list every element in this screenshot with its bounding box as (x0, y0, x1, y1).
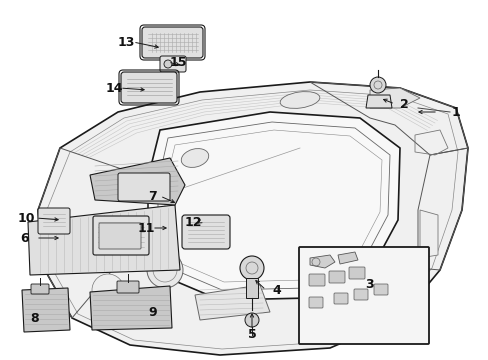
Text: 5: 5 (247, 328, 256, 342)
FancyBboxPatch shape (348, 267, 364, 279)
FancyBboxPatch shape (117, 281, 139, 293)
Polygon shape (419, 210, 437, 258)
Polygon shape (28, 205, 180, 275)
Circle shape (92, 274, 124, 306)
FancyBboxPatch shape (182, 215, 229, 249)
Polygon shape (309, 255, 334, 268)
Polygon shape (369, 88, 419, 108)
Text: 14: 14 (106, 81, 123, 94)
FancyBboxPatch shape (38, 208, 70, 234)
FancyBboxPatch shape (308, 297, 323, 308)
FancyBboxPatch shape (353, 289, 367, 300)
Text: 8: 8 (31, 311, 39, 324)
Polygon shape (22, 288, 70, 332)
Text: 6: 6 (20, 231, 29, 244)
FancyBboxPatch shape (31, 284, 49, 294)
Polygon shape (148, 112, 399, 300)
FancyBboxPatch shape (93, 216, 149, 255)
Text: 12: 12 (184, 216, 202, 229)
Polygon shape (90, 286, 172, 330)
FancyBboxPatch shape (142, 27, 203, 58)
FancyBboxPatch shape (160, 56, 185, 72)
FancyBboxPatch shape (118, 173, 170, 201)
FancyBboxPatch shape (328, 271, 345, 283)
Circle shape (369, 77, 385, 93)
Text: 1: 1 (451, 105, 460, 118)
Text: 9: 9 (148, 306, 156, 320)
Circle shape (244, 313, 259, 327)
FancyBboxPatch shape (99, 223, 141, 249)
FancyBboxPatch shape (298, 247, 428, 344)
Text: 4: 4 (271, 284, 280, 297)
Circle shape (147, 252, 183, 288)
Text: 7: 7 (148, 189, 157, 202)
FancyBboxPatch shape (308, 274, 325, 286)
Text: 3: 3 (365, 279, 373, 292)
Polygon shape (90, 158, 184, 205)
Text: 13: 13 (118, 36, 135, 49)
FancyBboxPatch shape (333, 293, 347, 304)
Polygon shape (38, 82, 467, 355)
Ellipse shape (280, 91, 319, 108)
Polygon shape (245, 278, 258, 298)
Text: 2: 2 (399, 98, 408, 111)
Text: 11: 11 (138, 221, 155, 234)
Polygon shape (365, 95, 391, 108)
FancyBboxPatch shape (373, 284, 387, 295)
Polygon shape (337, 252, 357, 264)
Circle shape (163, 60, 172, 68)
Polygon shape (317, 275, 391, 320)
Ellipse shape (181, 149, 208, 167)
Text: 15: 15 (170, 55, 187, 68)
FancyBboxPatch shape (121, 72, 177, 103)
Text: 10: 10 (18, 211, 36, 225)
Polygon shape (195, 285, 269, 320)
Circle shape (240, 256, 264, 280)
